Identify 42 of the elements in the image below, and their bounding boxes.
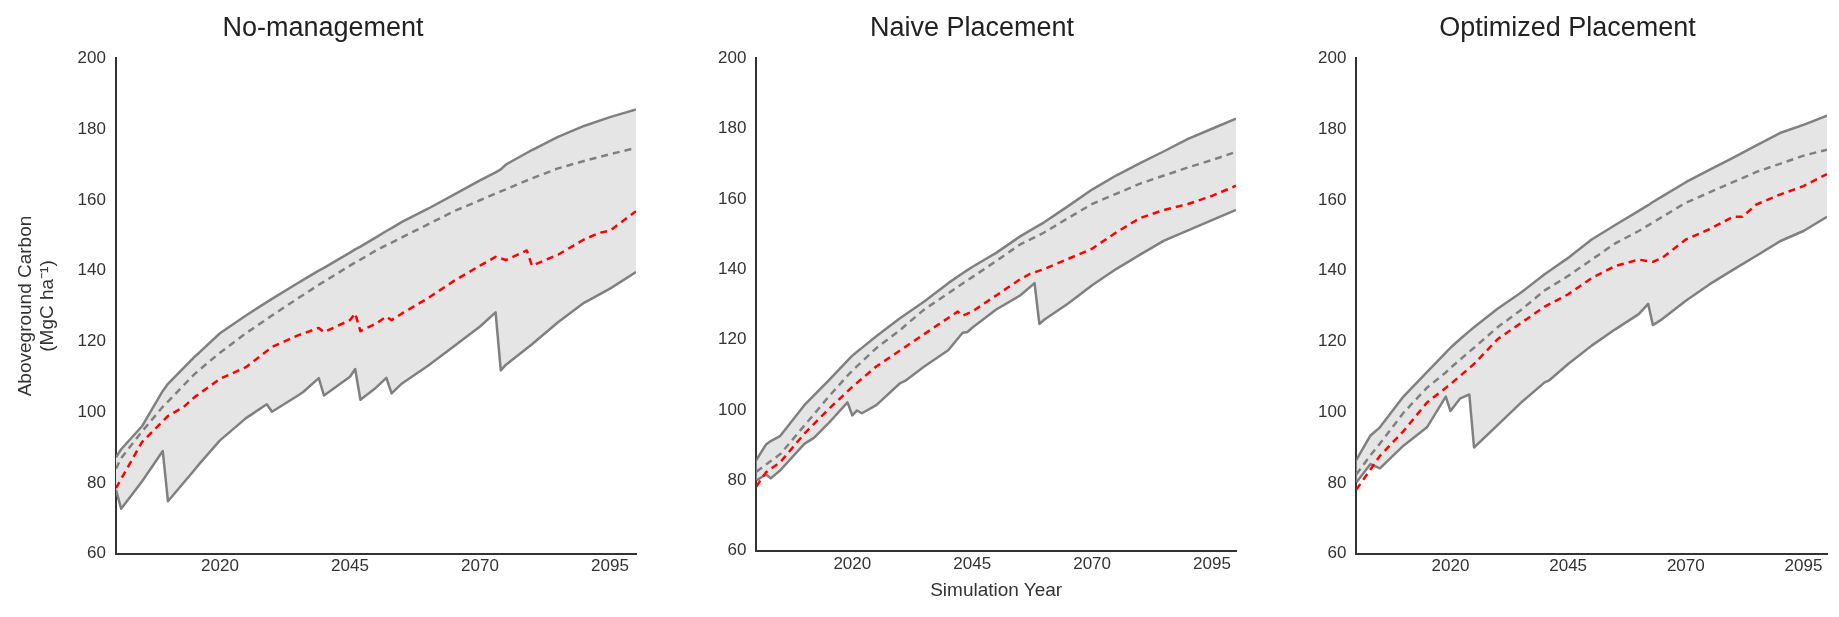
y-tick-label: 180 — [77, 118, 106, 138]
x-tick-label: 2045 — [1549, 556, 1588, 576]
x-tick-label: 2020 — [201, 556, 239, 576]
y-tick-label: 140 — [77, 260, 106, 280]
y-tick-label: 180 — [1317, 118, 1347, 138]
x-tick-label: 2070 — [1073, 553, 1112, 573]
line-series — [115, 209, 636, 490]
y-tick-label: 160 — [1317, 189, 1347, 209]
x-tick-label: 2095 — [1193, 553, 1231, 573]
y-tick-label: 80 — [87, 472, 106, 492]
y-axis-title: Aboveground Carbon (MgC ha⁻¹) — [13, 215, 58, 397]
y-tick-label: 120 — [717, 329, 747, 349]
y-tick-label: 140 — [1317, 260, 1347, 280]
y-tick-label: 100 — [1317, 401, 1347, 421]
y-tick-label: 120 — [1317, 331, 1347, 351]
y-tick-label: 60 — [1327, 543, 1347, 563]
y-tick-label: 180 — [717, 118, 747, 138]
y-tick-label: 140 — [717, 259, 747, 279]
y-tick-label: 80 — [727, 470, 747, 490]
chart-title: No-management — [222, 11, 425, 42]
y-tick-label: 100 — [77, 401, 106, 421]
x-tick-label: 2020 — [833, 553, 872, 573]
x-tick-label: 2095 — [591, 556, 629, 576]
x-tick-label: 2070 — [461, 556, 499, 576]
y-tick-label: 120 — [77, 331, 106, 351]
x-tick-label: 2070 — [1666, 556, 1705, 576]
y-tick-label: 200 — [1317, 48, 1347, 68]
y-tick-label: 160 — [717, 188, 747, 208]
x-tick-label: 2045 — [953, 553, 992, 573]
y-tick-label: 60 — [727, 540, 747, 560]
chart-title: Optimized Placement — [1439, 11, 1697, 42]
x-tick-label: 2095 — [1784, 556, 1823, 576]
y-tick-label: 160 — [77, 189, 106, 209]
chart-title: Naive Placement — [869, 11, 1075, 42]
x-tick-label: 2020 — [1431, 556, 1470, 576]
x-tick-label: 2045 — [331, 556, 369, 576]
y-tick-label: 100 — [717, 399, 747, 419]
y-tick-label: 80 — [1327, 472, 1347, 492]
y-tick-label: 200 — [717, 48, 747, 68]
y-tick-label: 200 — [77, 48, 106, 68]
x-axis-title: Simulation Year — [930, 578, 1063, 600]
y-tick-label: 60 — [87, 543, 106, 563]
